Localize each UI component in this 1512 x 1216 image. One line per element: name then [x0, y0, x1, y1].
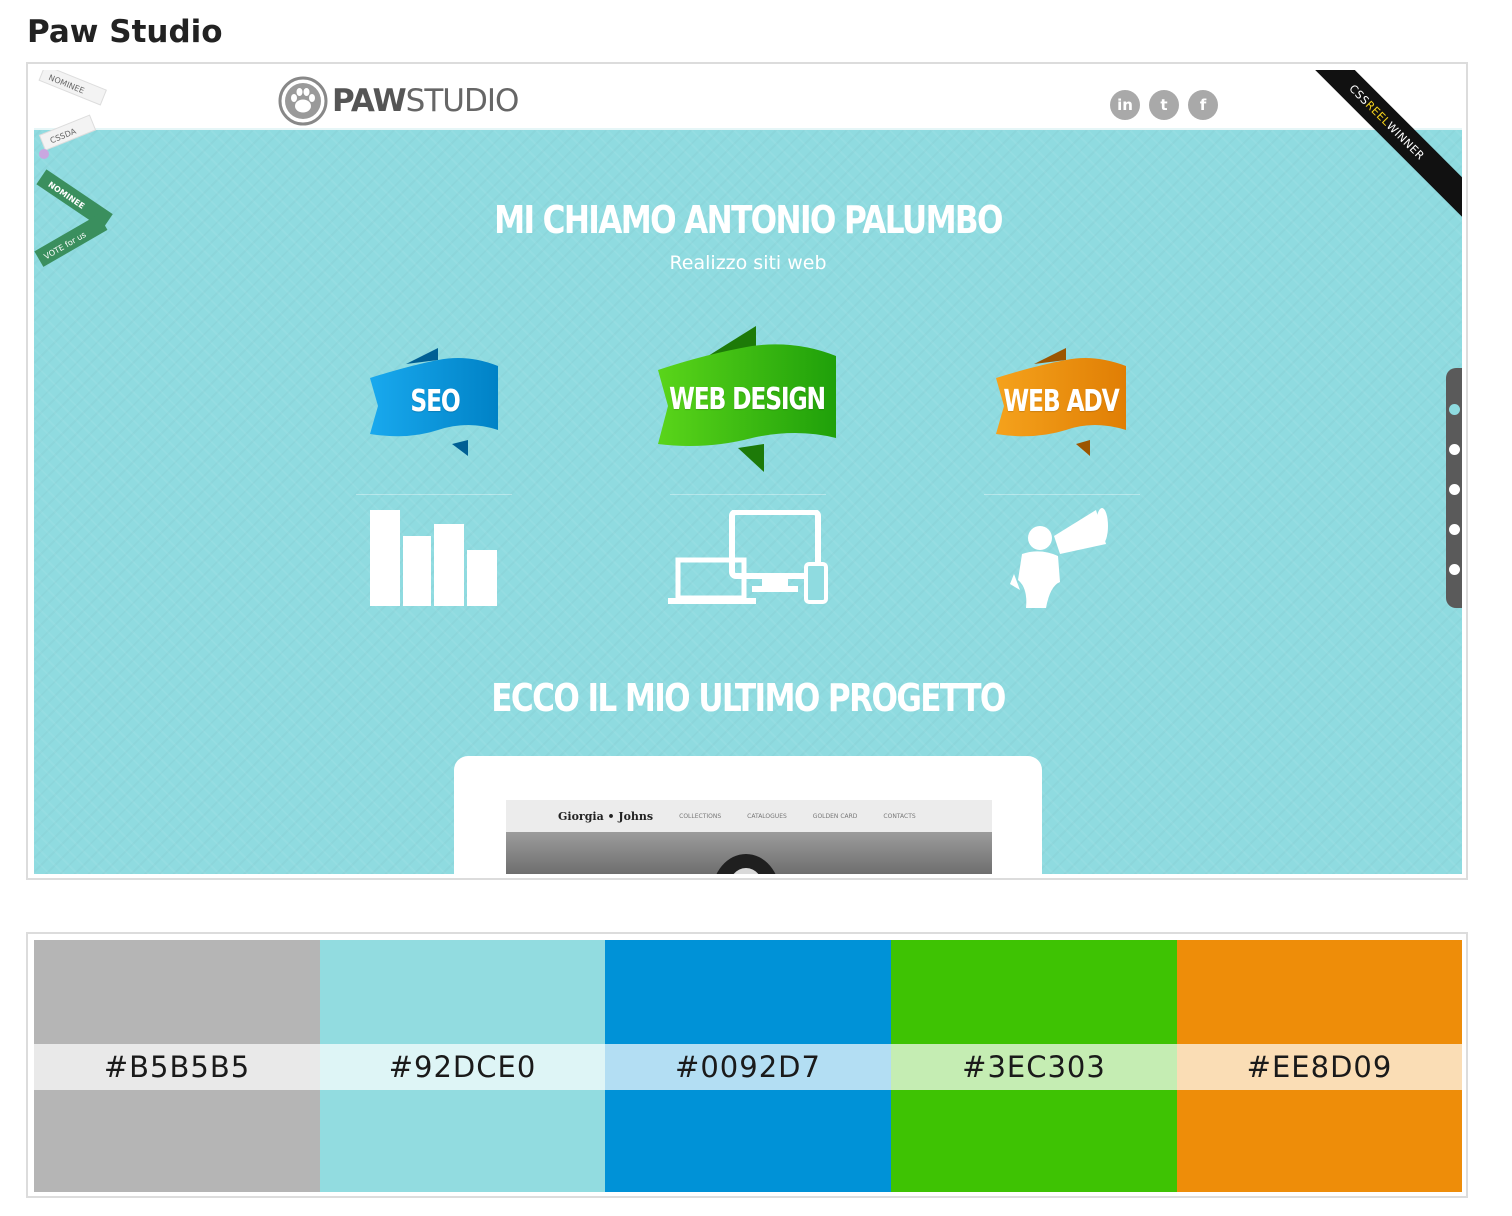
- hero-title: MI CHIAMO ANTONIO PALUMBO: [494, 198, 1003, 242]
- swatch-hex: #92DCE0: [388, 1050, 537, 1084]
- section-title: ECCO IL MIO ULTIMO PROGETTO: [491, 676, 1006, 720]
- linkedin-icon[interactable]: in: [1110, 90, 1140, 120]
- color-palette: #B5B5B5 #92DCE0 #0092D7 #3EC303 #EE8D09: [26, 932, 1468, 1198]
- web-design-label[interactable]: WEB DESIGN: [669, 382, 826, 417]
- project-site-screenshot: Giorgia • Johns COLLECTIONS CATALOGUES G…: [506, 800, 992, 874]
- swatch-hex: #B5B5B5: [103, 1050, 251, 1084]
- bar-chart-icon: [370, 510, 497, 606]
- project-preview[interactable]: Giorgia • Johns COLLECTIONS CATALOGUES G…: [454, 756, 1042, 874]
- web-adv-label[interactable]: WEB ADV: [1003, 384, 1119, 419]
- swatch-green[interactable]: #3EC303: [891, 940, 1177, 1192]
- side-nav-dot[interactable]: [1449, 444, 1460, 455]
- swatch-label-band: #0092D7: [605, 1044, 891, 1090]
- website-screenshot-frame: NOMINEE CSSDA NOMINEE VOTE for us: [26, 62, 1468, 880]
- hero-subtitle: Realizzo siti web: [669, 252, 827, 274]
- swatch-label-band: #EE8D09: [1177, 1044, 1462, 1090]
- project-nav-link: CONTACTS: [883, 812, 916, 820]
- divider: [356, 494, 512, 495]
- swatch-blue[interactable]: #0092D7: [605, 940, 891, 1192]
- logo-text: PAWSTUDIO: [332, 83, 519, 119]
- web-design-ribbon[interactable]: [656, 326, 838, 476]
- project-brand: Giorgia • Johns: [558, 809, 654, 823]
- divider: [670, 494, 826, 495]
- award-badges: NOMINEE CSSDA NOMINEE VOTE for us: [34, 70, 113, 267]
- project-nav-link: COLLECTIONS: [679, 812, 722, 820]
- page-title: Paw Studio: [27, 14, 223, 50]
- side-nav-dot[interactable]: [1449, 484, 1460, 495]
- web-adv-ribbon[interactable]: [994, 348, 1128, 458]
- side-nav-dot[interactable]: [1449, 524, 1460, 535]
- project-hero-photo: [506, 832, 992, 874]
- swatch-hex: #3EC303: [962, 1050, 1106, 1084]
- side-nav-dot-active[interactable]: [1449, 404, 1460, 415]
- swatch-hex: #0092D7: [675, 1050, 821, 1084]
- project-nav-link: CATALOGUES: [747, 812, 787, 820]
- side-nav-dot[interactable]: [1449, 564, 1460, 575]
- swatch-gray[interactable]: #B5B5B5: [34, 940, 320, 1192]
- devices-icon: [668, 510, 828, 604]
- facebook-icon[interactable]: f: [1188, 90, 1218, 120]
- background-pattern: [34, 128, 1462, 874]
- project-nav-link: GOLDEN CARD: [812, 812, 858, 820]
- swatch-label-band: #B5B5B5: [34, 1044, 320, 1090]
- seo-label[interactable]: SEO: [410, 384, 460, 419]
- swatch-orange[interactable]: #EE8D09: [1177, 940, 1462, 1192]
- seo-ribbon[interactable]: [368, 348, 502, 458]
- swatch-label-band: #92DCE0: [320, 1044, 605, 1090]
- swatch-hex: #EE8D09: [1246, 1050, 1393, 1084]
- paw-studio-logo[interactable]: PAWSTUDIO: [278, 74, 519, 128]
- divider: [984, 494, 1140, 495]
- paw-icon: [278, 76, 328, 126]
- megaphone-icon: [1010, 508, 1108, 608]
- swatch-label-band: #3EC303: [891, 1044, 1177, 1090]
- swatch-light-blue[interactable]: #92DCE0: [320, 940, 605, 1192]
- project-site-nav: Giorgia • Johns COLLECTIONS CATALOGUES G…: [506, 800, 992, 832]
- website-screenshot: NOMINEE CSSDA NOMINEE VOTE for us: [34, 70, 1462, 874]
- site-header: [34, 70, 1462, 130]
- cssda-dot-icon: [39, 149, 49, 159]
- twitter-icon[interactable]: t: [1149, 90, 1179, 120]
- side-navigation: [1446, 368, 1462, 608]
